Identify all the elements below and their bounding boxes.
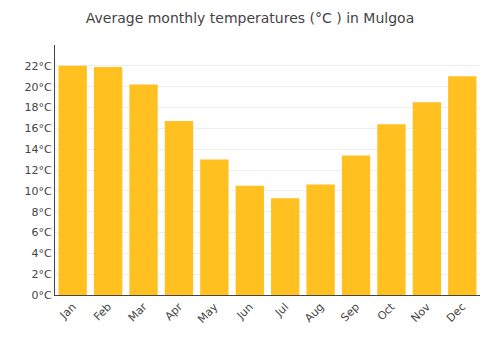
svg-text:Jan: Jan — [57, 301, 79, 323]
svg-text:18°C: 18°C — [25, 101, 52, 114]
svg-text:Feb: Feb — [91, 301, 114, 324]
svg-text:10°C: 10°C — [25, 185, 52, 198]
svg-text:Average monthly temperatures (: Average monthly temperatures (°C ) in Mu… — [86, 10, 414, 26]
svg-text:8°C: 8°C — [32, 206, 52, 219]
svg-text:4°C: 4°C — [32, 247, 52, 260]
svg-text:Dec: Dec — [444, 301, 468, 325]
svg-text:Mar: Mar — [126, 300, 150, 324]
svg-text:Aug: Aug — [302, 301, 326, 325]
svg-text:12°C: 12°C — [25, 164, 52, 177]
svg-text:0°C: 0°C — [32, 289, 52, 302]
svg-text:2°C: 2°C — [32, 268, 52, 281]
svg-text:Sep: Sep — [338, 301, 362, 325]
svg-text:14°C: 14°C — [25, 143, 52, 156]
svg-text:Nov: Nov — [409, 300, 434, 325]
svg-text:Oct: Oct — [375, 300, 398, 323]
svg-text:20°C: 20°C — [25, 81, 52, 94]
svg-text:Apr: Apr — [162, 300, 185, 323]
svg-text:22°C: 22°C — [25, 60, 52, 73]
svg-text:May: May — [195, 300, 221, 326]
svg-text:Jul: Jul — [272, 301, 291, 320]
svg-text:16°C: 16°C — [25, 122, 52, 135]
svg-text:6°C: 6°C — [32, 226, 52, 239]
svg-text:Jun: Jun — [234, 300, 256, 322]
